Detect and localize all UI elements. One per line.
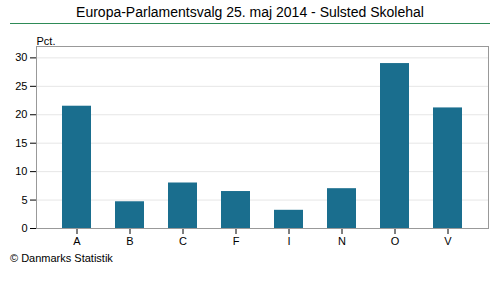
svg-text:0: 0 xyxy=(21,222,27,234)
html-text:Europa-Parlamentsvalg 25. maj: Europa-Parlamentsvalg 25. maj 2014 - Sul… xyxy=(76,4,424,20)
svg-text:F: F xyxy=(233,235,240,247)
svg-text:B: B xyxy=(126,235,133,247)
svg-text:30: 30 xyxy=(15,51,27,63)
html-text:© Danmarks Statistik: © Danmarks Statistik xyxy=(10,252,113,264)
svg-text:25: 25 xyxy=(15,80,27,92)
svg-text:20: 20 xyxy=(15,108,27,120)
svg-text:Pct.: Pct. xyxy=(37,35,56,47)
svg-text:C: C xyxy=(179,235,187,247)
svg-text:10: 10 xyxy=(15,165,27,177)
svg-text:N: N xyxy=(338,235,346,247)
svg-text:5: 5 xyxy=(21,194,27,206)
svg-text:O: O xyxy=(391,235,400,247)
svg-text:V: V xyxy=(444,235,452,247)
svg-text:15: 15 xyxy=(15,137,27,149)
svg-text:I: I xyxy=(287,235,290,247)
svg-text:A: A xyxy=(73,235,81,247)
